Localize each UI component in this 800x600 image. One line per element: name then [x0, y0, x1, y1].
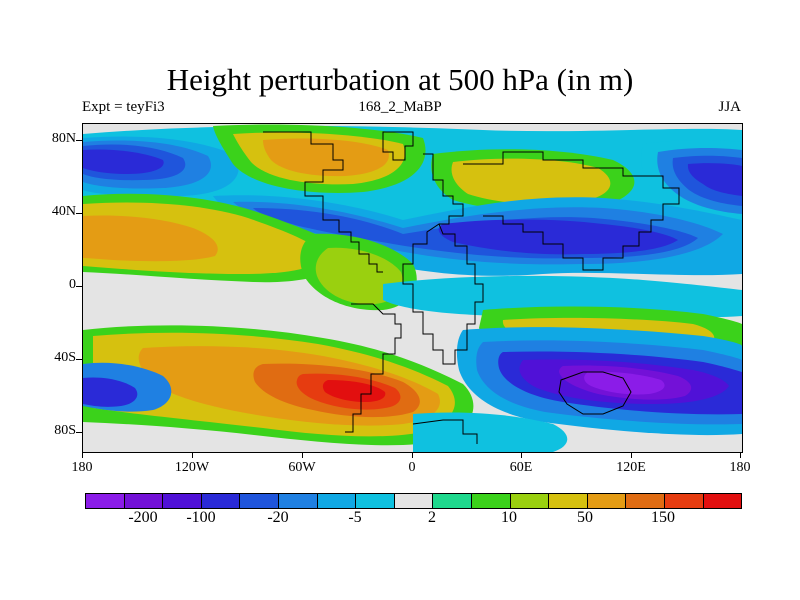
y-label-80n: 80N	[51, 131, 76, 146]
experiment-label: Expt = teyFi3	[82, 99, 165, 115]
y-label-0: 0	[69, 277, 76, 292]
contour-sw-deepblue	[83, 377, 138, 407]
y-tick	[76, 359, 82, 360]
x-label-120w: 120W	[174, 460, 210, 475]
x-tick	[302, 452, 303, 458]
coastline-asia	[463, 151, 680, 271]
x-label-180e: 180	[729, 460, 751, 475]
contour-antarctic-cyan	[413, 412, 568, 452]
coastline-north-america	[263, 131, 383, 273]
colorbar-label: -20	[267, 509, 289, 526]
x-tick	[82, 452, 83, 458]
contour-west-orange	[83, 215, 218, 262]
x-tick	[412, 452, 413, 458]
y-label-40s: 40S	[54, 350, 76, 365]
colorbar-swatch-6	[317, 494, 357, 508]
colorbar-swatch-13	[587, 494, 627, 508]
colorbar-swatch-10	[471, 494, 511, 508]
contour-sahara-yellow	[315, 247, 403, 305]
colorbar-swatch-14	[626, 494, 665, 508]
coastlines	[263, 131, 680, 444]
colorbar-label: -200	[128, 509, 158, 526]
coastline-antarctica-edge	[412, 419, 478, 444]
contour-nw-core	[83, 149, 164, 174]
contour-midlat-core	[438, 219, 678, 255]
colorbar-swatch-1	[124, 494, 164, 508]
coastline-africa	[402, 223, 484, 365]
coastline-greenland	[382, 131, 414, 161]
y-tick	[76, 140, 82, 141]
colorbar	[85, 493, 742, 509]
coastline-europe	[423, 153, 464, 225]
x-tick	[521, 452, 522, 458]
x-label-180w: 180	[71, 460, 93, 475]
colorbar-swatch-3	[201, 494, 241, 508]
colorbar-swatch-2	[163, 494, 202, 508]
x-tick	[740, 452, 741, 458]
colorbar-swatch-0	[86, 494, 125, 508]
y-label-80s: 80S	[54, 423, 76, 438]
colorbar-label: -100	[186, 509, 216, 526]
colorbar-swatch-5	[278, 494, 318, 508]
colorbar-swatch-9	[433, 494, 472, 508]
colorbar-swatch-12	[549, 494, 588, 508]
coastline-south-america	[345, 303, 402, 433]
colorbar-swatch-11	[510, 494, 550, 508]
colorbar-swatch-7	[356, 494, 395, 508]
contour-eurasia-yellow	[451, 158, 611, 205]
contour-se-core	[584, 371, 665, 395]
coastline-australia	[558, 371, 632, 415]
y-tick	[76, 432, 82, 433]
contour-south-darkred	[322, 380, 386, 402]
x-label-120e: 120E	[616, 460, 646, 475]
y-tick	[76, 213, 82, 214]
contour-ne-core	[687, 163, 742, 196]
y-tick	[76, 286, 82, 287]
colorbar-swatch-16	[703, 494, 742, 508]
colorbar-swatch-8	[394, 494, 434, 508]
x-label-0: 0	[408, 460, 416, 475]
y-label-40n: 40N	[51, 204, 76, 219]
colorbar-swatch-4	[240, 494, 279, 508]
season-label: JJA	[718, 99, 741, 115]
x-tick	[631, 452, 632, 458]
contour-natl-orange	[263, 138, 389, 177]
x-label-60e: 60E	[509, 460, 533, 475]
map-panel	[82, 123, 743, 453]
colorbar-swatch-15	[664, 494, 704, 508]
x-label-60w: 60W	[288, 460, 316, 475]
colorbar-label: 10	[501, 509, 517, 526]
colorbar-label: 150	[651, 509, 675, 526]
colorbar-label: 2	[428, 509, 436, 526]
case-label: 168_2_MaBP	[358, 99, 442, 115]
colorbar-label: -5	[348, 509, 362, 526]
plot-title: Height perturbation at 500 hPa (in m)	[166, 62, 634, 97]
x-tick	[192, 452, 193, 458]
contour-east-cyan	[383, 275, 742, 318]
contour-map	[83, 124, 742, 452]
colorbar-label: 50	[577, 509, 593, 526]
